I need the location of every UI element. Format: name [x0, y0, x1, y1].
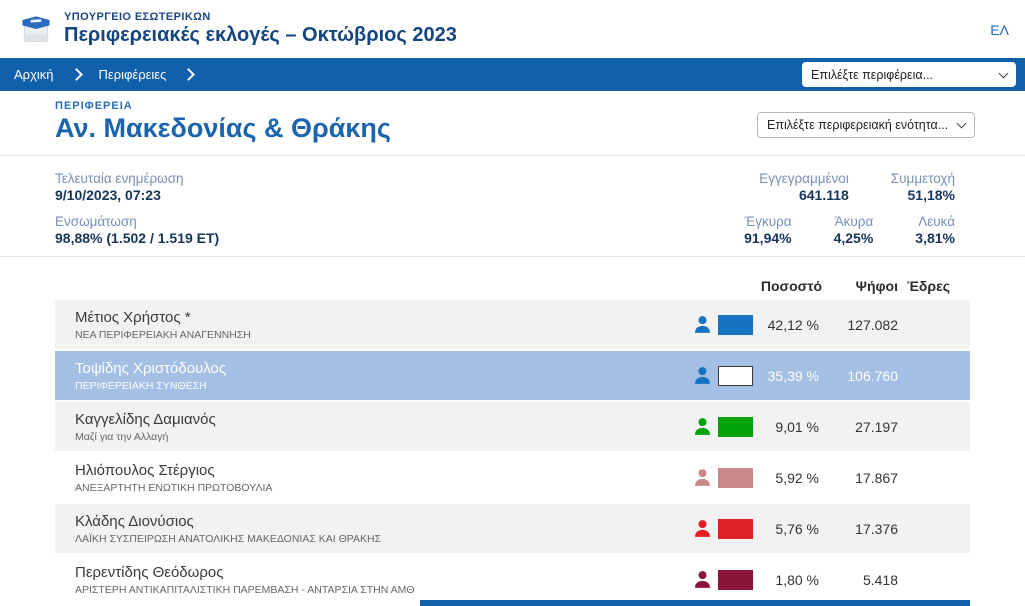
region-select[interactable]: Επιλέξτε περιφέρεια... — [802, 62, 1016, 87]
party-color-swatch — [718, 314, 753, 335]
votes-value: 5.418 — [862, 571, 898, 588]
party-name: ΛΑΪΚΗ ΣΥΣΠΕΙΡΩΣΗ ΑΝΑΤΟΛΙΚΗΣ ΜΑΚΕΔΟΝΙΑΣ Κ… — [75, 532, 382, 545]
registered-value: 641.118 — [798, 187, 849, 203]
percent-value: 5,76 % — [775, 520, 819, 537]
candidate-name: Μέτιος Χρήστος * — [75, 308, 191, 326]
table-row[interactable]: Καγγελίδης Δαμιανός Μαζί για την Αλλαγή … — [55, 402, 970, 451]
chevron-down-icon — [998, 68, 1009, 78]
language-switcher[interactable]: ΕΛ — [990, 22, 1009, 38]
party-color-swatch — [718, 416, 753, 437]
candidate-name: Καγγελίδης Δαμιανός — [75, 410, 216, 428]
region-label: ΠΕΡΙΦΕΡΕΙΑ — [55, 100, 133, 112]
footer-bar — [420, 600, 970, 606]
candidate-person-icon — [695, 316, 710, 333]
party-name: ΠΕΡΙΦΕΡΕΙΑΚΗ ΣΥΝΘΕΣΗ — [75, 379, 207, 392]
votes-value: 17.867 — [855, 469, 898, 486]
invalid-label: Άκυρα — [834, 214, 874, 229]
party-color-swatch — [718, 365, 753, 386]
chevron-right-icon — [69, 68, 83, 81]
ballot-box-icon — [22, 16, 50, 43]
table-row[interactable]: Κλάδης Διονύσιος ΛΑΪΚΗ ΣΥΣΠΕΙΡΩΣΗ ΑΝΑΤΟΛ… — [55, 504, 970, 553]
unit-select-placeholder: Επιλέξτε περιφερειακή ενότητα... — [767, 118, 949, 132]
party-color-swatch — [718, 569, 753, 590]
ministry-label: ΥΠΟΥΡΓΕΙΟ ΕΣΩΤΕΡΙΚΩΝ — [64, 11, 211, 23]
party-name: ΝΕΑ ΠΕΡΙΦΕΡΕΙΑΚΗ ΑΝΑΓΕΝΝΗΣΗ — [75, 328, 251, 341]
turnout-label: Συμμετοχή — [890, 171, 955, 186]
last-update-label: Τελευταία ενημέρωση — [55, 171, 184, 186]
candidate-person-icon — [695, 520, 710, 537]
region-name: Αν. Μακεδονίας & Θράκης — [55, 113, 391, 143]
table-row[interactable]: Μέτιος Χρήστος * ΝΕΑ ΠΕΡΙΦΕΡΕΙΑΚΗ ΑΝΑΓΕΝ… — [55, 300, 970, 349]
region-title-section: ΠΕΡΙΦΕΡΕΙΑ Αν. Μακεδονίας & Θράκης Επιλέ… — [0, 91, 1025, 156]
table-row[interactable]: Τοψίδης Χριστόδουλος ΠΕΡΙΦΕΡΕΙΑΚΗ ΣΥΝΘΕΣ… — [55, 351, 970, 400]
votes-value: 27.197 — [855, 418, 898, 435]
integration-value: 98,88% (1.502 / 1.519 ΕΤ) — [55, 230, 220, 246]
votes-value: 106.760 — [847, 367, 898, 384]
registered-label: Εγγεγραμμένοι — [759, 171, 849, 186]
breadcrumb-regions[interactable]: Περιφέρειες — [98, 67, 167, 82]
percent-value: 9,01 % — [775, 418, 819, 435]
integration-label: Ενσωμάτωση — [55, 214, 137, 229]
party-color-swatch — [718, 518, 753, 539]
valid-value: 91,94% — [744, 230, 792, 246]
party-name: ΑΝΕΞΑΡΤΗΤΗ ΕΝΩΤΙΚΗ ΠΡΩΤΟΒΟΥΛΙΑ — [75, 481, 273, 494]
chevron-right-icon — [182, 68, 196, 81]
blank-label: Λευκά — [918, 214, 955, 229]
invalid-value: 4,25% — [833, 230, 874, 246]
table-row[interactable]: Ηλιόπουλος Στέργιος ΑΝΕΞΑΡΤΗΤΗ ΕΝΩΤΙΚΗ Π… — [55, 453, 970, 502]
valid-label: Έγκυρα — [744, 214, 792, 229]
page-title: Περιφερειακές εκλογές – Οκτώβριος 2023 — [64, 24, 457, 46]
percent-value: 1,80 % — [775, 571, 819, 588]
header-seats: Έδρες — [906, 278, 950, 294]
results-table: Ποσοστό Ψήφοι Έδρες Μέτιος Χρήστος * ΝΕΑ… — [0, 257, 1025, 604]
chevron-down-icon — [956, 118, 967, 129]
candidate-name: Ηλιόπουλος Στέργιος — [75, 461, 215, 479]
percent-value: 35,39 % — [767, 367, 819, 384]
region-select-placeholder: Επιλέξτε περιφέρεια... — [811, 67, 934, 82]
blank-value: 3,81% — [915, 230, 955, 246]
header-votes: Ψήφοι — [855, 278, 898, 294]
candidate-name: Κλάδης Διονύσιος — [75, 512, 194, 530]
candidate-person-icon — [695, 571, 710, 588]
stats-section: Τελευταία ενημέρωση 9/10/2023, 07:23 Ενσ… — [0, 156, 1025, 257]
percent-value: 42,12 % — [767, 316, 819, 333]
results-header-row: Ποσοστό Ψήφοι Έδρες — [55, 272, 970, 300]
candidate-person-icon — [695, 367, 710, 384]
candidate-name: Περεντίδης Θεόδωρος — [75, 563, 224, 581]
candidate-person-icon — [695, 418, 710, 435]
table-row[interactable]: Περεντίδης Θεόδωρος ΑΡΙΣΤΕΡΗ ΑΝΤΙΚΑΠΙΤΑΛ… — [55, 555, 970, 604]
votes-value: 17.376 — [855, 520, 898, 537]
percent-value: 5,92 % — [775, 469, 819, 486]
party-name: ΑΡΙΣΤΕΡΗ ΑΝΤΙΚΑΠΙΤΑΛΙΣΤΙΚΗ ΠΑΡΕΜΒΑΣΗ - Α… — [75, 583, 415, 596]
party-color-swatch — [718, 467, 753, 488]
app-header: ΥΠΟΥΡΓΕΙΟ ΕΣΩΤΕΡΙΚΩΝ Περιφερειακές εκλογ… — [0, 0, 1025, 58]
candidate-name: Τοψίδης Χριστόδουλος — [75, 359, 227, 377]
last-update-value: 9/10/2023, 07:23 — [55, 187, 161, 203]
turnout-value: 51,18% — [907, 187, 955, 203]
breadcrumb-home[interactable]: Αρχική — [14, 67, 54, 82]
votes-value: 127.082 — [847, 316, 898, 333]
breadcrumb-bar: Αρχική Περιφέρειες Επιλέξτε περιφέρεια..… — [0, 58, 1025, 91]
candidate-person-icon — [695, 469, 710, 486]
header-percent: Ποσοστό — [760, 278, 822, 294]
regional-unit-select[interactable]: Επιλέξτε περιφερειακή ενότητα... — [757, 112, 975, 138]
party-name: Μαζί για την Αλλαγή — [75, 430, 169, 443]
